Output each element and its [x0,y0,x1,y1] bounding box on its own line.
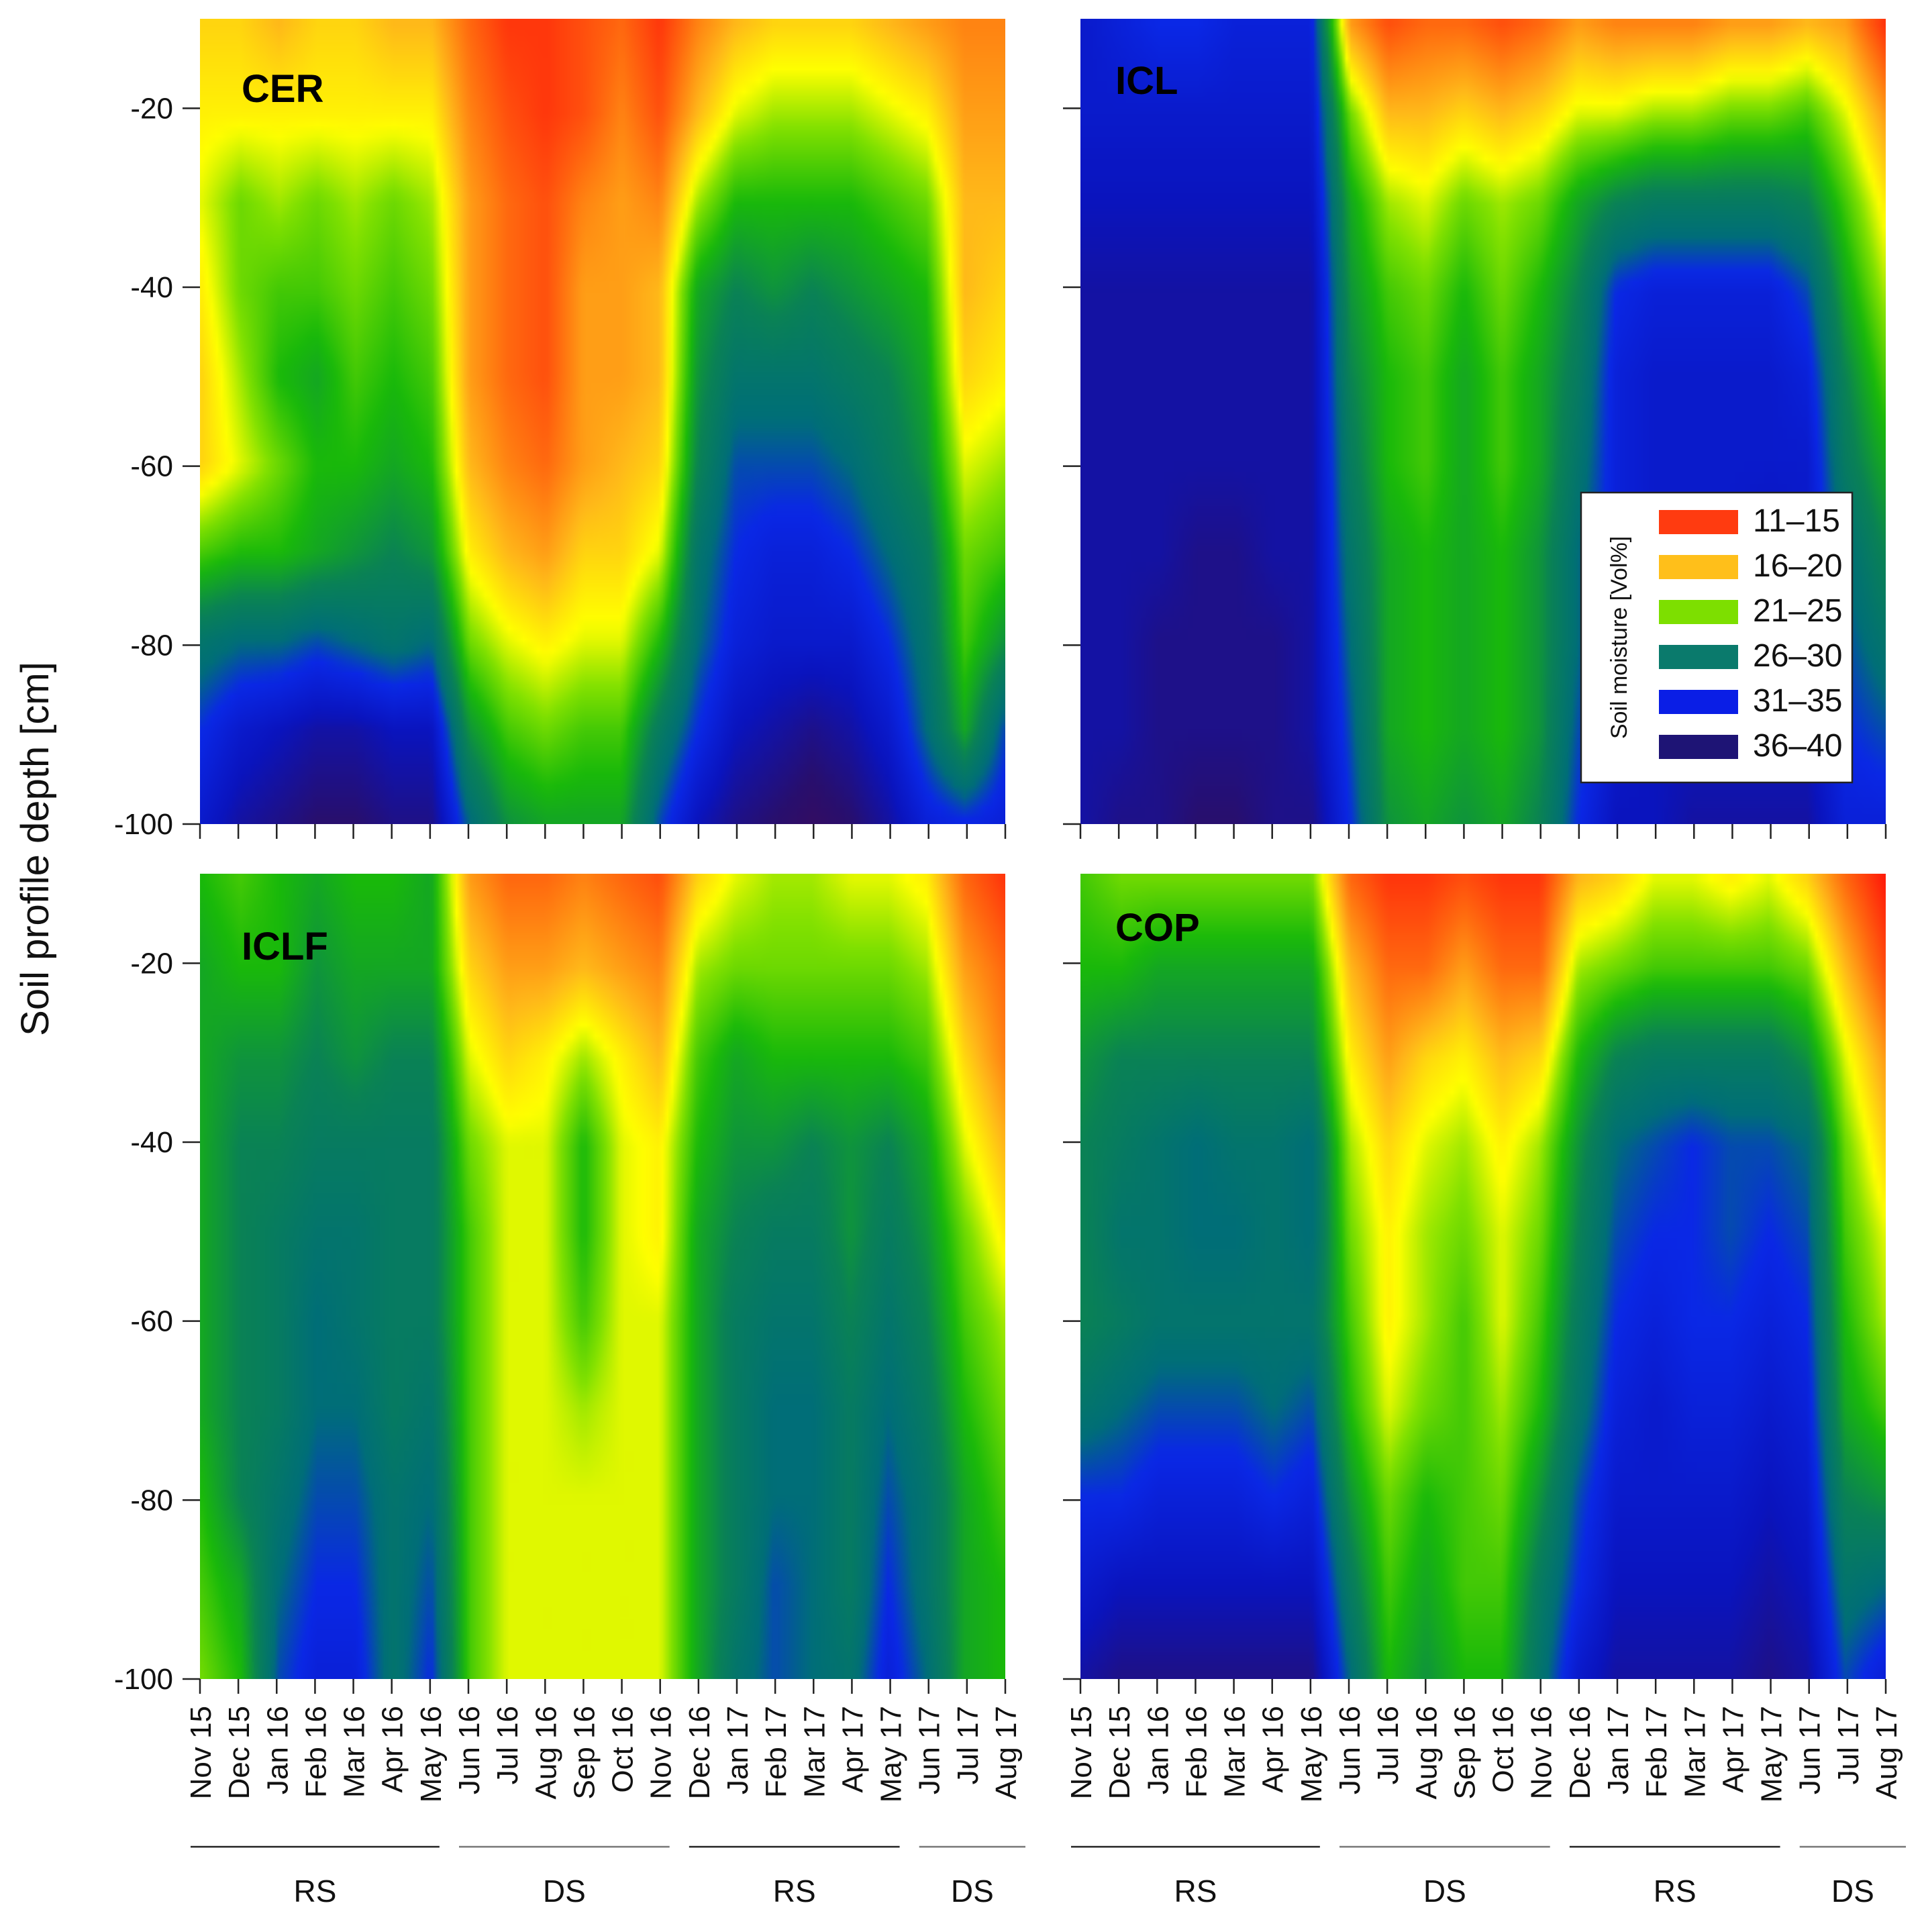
legend-swatch [1659,510,1738,534]
x-tick-label: Nov 15 [185,1706,217,1799]
y-tick-label: -100 [114,1663,173,1696]
x-tick-label: Jun 16 [1333,1706,1366,1794]
x-tick-label: Aug 17 [1870,1706,1903,1799]
x-tick-label: Apr 16 [376,1706,409,1793]
x-tick-label: Sep 16 [568,1706,601,1799]
legend-swatch [1659,645,1738,669]
x-tick-label: Dec 15 [1103,1706,1136,1799]
x-tick-label: Mar 16 [338,1706,371,1798]
season-label: RS [293,1874,336,1909]
x-tick-label: Jun 17 [1794,1706,1827,1794]
season-label: DS [543,1874,586,1909]
x-tick-label: Dec 16 [683,1706,716,1799]
season-label: DS [951,1874,994,1909]
legend-label: 36–40 [1753,728,1842,764]
x-tick-label: Dec 15 [223,1706,256,1799]
x-tick-label: Mar 16 [1219,1706,1252,1798]
x-tick-label: Mar 17 [1678,1706,1711,1798]
x-tick-label: Jan 17 [721,1706,754,1794]
legend-label: 16–20 [1753,548,1842,584]
legend-label: 26–30 [1753,638,1842,674]
x-tick-label: Feb 17 [1640,1706,1673,1798]
x-tick-label: Nov 15 [1065,1706,1098,1799]
legend-swatch [1659,735,1738,759]
y-tick-label: -100 [114,808,173,841]
panel-iclf: ICLF [200,874,1005,1679]
y-tick-label: -60 [130,1305,173,1338]
y-tick-label: -40 [130,271,173,304]
x-tick-label: Jan 16 [261,1706,294,1794]
x-tick-label: Jul 17 [1832,1706,1865,1784]
y-tick-label: -60 [130,450,173,483]
heatmap-iclf [200,874,1005,1679]
panel-title: CER [242,67,323,111]
season-label: RS [1654,1874,1697,1909]
panel-title: COP [1115,906,1200,950]
legend-box [1580,491,1854,784]
x-tick-label: Feb 16 [299,1706,332,1798]
x-tick-label: Dec 16 [1564,1706,1597,1799]
legend-label: 11–15 [1753,503,1840,539]
x-tick-label: Oct 16 [1487,1706,1520,1793]
y-axis-title: Soil profile depth [cm] [13,662,57,1036]
panel-cer: CER [200,19,1005,824]
y-tick-label: -80 [130,629,173,662]
x-tick-label: Nov 16 [645,1706,678,1799]
heatmap-cer [200,19,1005,824]
x-tick-label: Jun 17 [913,1706,946,1794]
x-tick-label: Aug 17 [990,1706,1023,1799]
panel-title: ICL [1115,59,1178,103]
x-tick-label: Sep 16 [1448,1706,1481,1799]
panels-layer: CER ICL ICLF COP [200,19,1886,1679]
legend-label: 21–25 [1753,593,1842,629]
x-tick-label: Aug 16 [529,1706,562,1799]
x-tick-label: Jul 16 [491,1706,524,1784]
season-label: DS [1831,1874,1874,1909]
x-tick-label: Jun 16 [453,1706,486,1794]
season-label: RS [773,1874,816,1909]
y-tick-label: -20 [130,92,173,125]
x-tick-label: Aug 16 [1410,1706,1443,1799]
x-tick-label: Apr 17 [1717,1706,1750,1793]
x-tick-label: May 16 [415,1706,448,1802]
x-tick-label: Feb 16 [1180,1706,1213,1798]
panel-title: ICLF [242,925,328,968]
x-tick-label: May 17 [1756,1706,1788,1802]
x-tick-label: Jul 17 [952,1706,984,1784]
x-tick-label: Oct 16 [607,1706,640,1793]
x-tick-label: May 17 [875,1706,908,1802]
heatmap-cop [1080,874,1886,1679]
y-tick-label: -80 [130,1484,173,1517]
x-tick-label: Jan 16 [1142,1706,1174,1794]
legend-swatch [1659,600,1738,624]
season-label: DS [1423,1874,1466,1909]
x-tick-label: Jan 17 [1602,1706,1635,1794]
x-tick-label: Apr 17 [836,1706,869,1793]
x-tick-label: Feb 17 [760,1706,793,1798]
x-tick-label: Nov 16 [1525,1706,1558,1799]
x-tick-label: Mar 17 [798,1706,831,1798]
x-tick-label: Apr 16 [1257,1706,1290,1793]
y-tick-label: -20 [130,947,173,980]
legend-label: 31–35 [1753,683,1842,719]
y-tick-label: -40 [130,1126,173,1159]
legend: Soil moisture [Vol%] 11–15 16–20 21–25 26–30… [1580,491,1854,784]
panel-cop: COP [1080,874,1886,1679]
x-tick-label: Jul 16 [1372,1706,1405,1784]
legend-title: Soil moisture [Vol%] [1607,536,1632,739]
season-label: RS [1174,1874,1217,1909]
legend-swatch [1659,555,1738,579]
legend-swatch [1659,690,1738,714]
x-tick-label: May 16 [1295,1706,1328,1802]
